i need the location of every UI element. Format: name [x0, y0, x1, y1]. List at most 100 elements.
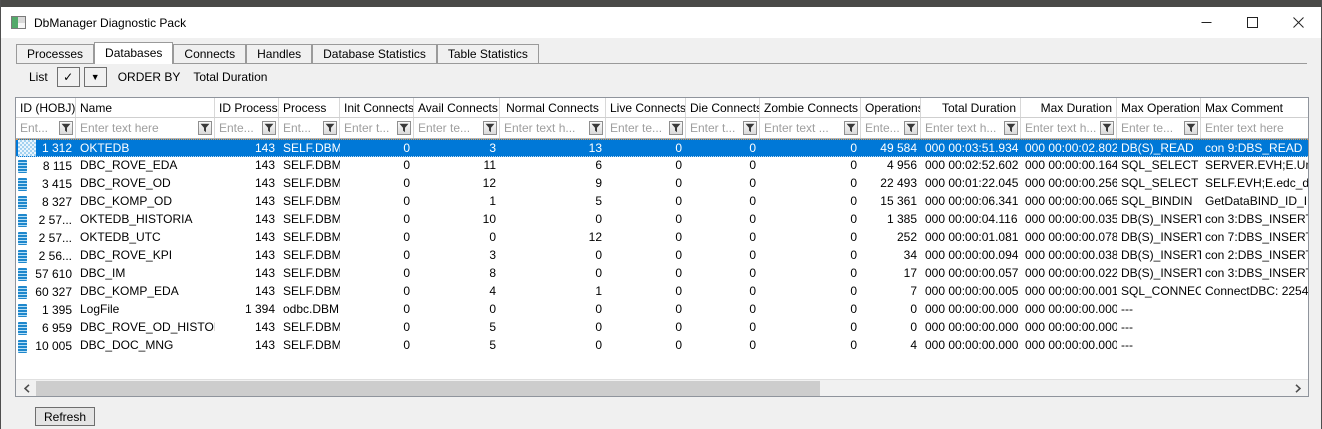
table-row[interactable]: 3 415 DBC_ROVE_OD 143 SELF.DBM 0 12 9 0 0 0 22 493… — [16, 175, 1308, 193]
column-header[interactable]: Init Connects — [340, 98, 414, 117]
filter-input[interactable]: Enter text here — [1201, 118, 1308, 138]
table-row[interactable]: 6 959DBC_ROVE_OD_HISTORIA143SELF.DBM0500… — [16, 319, 1308, 337]
refresh-button[interactable]: Refresh — [35, 407, 95, 426]
table-row[interactable]: 1 395 LogFile 1 394 odbc.DBM 0 0 0 0 0 0 0 000 00:0… — [16, 301, 1308, 319]
funnel-icon — [1006, 123, 1016, 133]
filter-input[interactable]: Enter t... — [686, 118, 760, 138]
tab-database-statistics[interactable]: Database Statistics — [312, 44, 437, 63]
scroll-left-button[interactable] — [18, 380, 35, 396]
cell: SELF.DBM — [283, 176, 340, 190]
maximize-button[interactable] — [1229, 7, 1275, 38]
horizontal-scrollbar[interactable] — [16, 379, 1308, 396]
scroll-right-button[interactable] — [1289, 380, 1306, 396]
filter-funnel-button[interactable] — [743, 121, 757, 135]
filter-funnel-button[interactable] — [1184, 121, 1198, 135]
tab-databases[interactable]: Databases — [94, 42, 174, 64]
filter-input[interactable]: Enter te... — [1117, 118, 1201, 138]
filter-input[interactable]: Enter text h... — [500, 118, 606, 138]
column-header[interactable]: Zombie Connects — [760, 98, 861, 117]
filter-funnel-button[interactable] — [904, 121, 918, 135]
filter-input[interactable]: Ent... — [279, 118, 340, 138]
list-dropdown-button[interactable]: ▼ — [83, 67, 107, 87]
cell-text: 3 415 — [41, 176, 72, 191]
cell — [1201, 337, 1308, 355]
table-row[interactable]: 57 610 DBC_IM 143 SELF.DBM 0 8 0 0 0 0 17 000 00:00… — [16, 265, 1308, 283]
cell: 13 — [588, 141, 602, 155]
filter-input[interactable]: Enter t... — [340, 118, 414, 138]
filter-placeholder: Ent... — [20, 121, 49, 135]
filter-input[interactable]: Enter te... — [414, 118, 500, 138]
column-header[interactable]: ID (HOBJ) — [16, 98, 76, 117]
cell: 143 — [254, 266, 275, 280]
table-row[interactable]: 2 56... DBC_ROVE_KPI 143 SELF.DBM 0 3 0 0 0 0 34 00… — [16, 247, 1308, 265]
column-header[interactable]: Name — [76, 98, 215, 117]
close-button[interactable] — [1275, 7, 1321, 38]
column-header[interactable]: ID Process — [215, 98, 279, 117]
cell: 252 — [896, 230, 917, 244]
list-label: List — [29, 70, 48, 84]
column-header[interactable]: Operations — [861, 98, 921, 117]
scrollbar-thumb[interactable] — [36, 381, 820, 396]
cell: SELF.DBM — [283, 212, 340, 226]
cell: 143 — [254, 141, 275, 155]
filter-funnel-button[interactable] — [59, 121, 73, 135]
filter-funnel-button[interactable] — [1004, 121, 1018, 135]
cell: 000 00:02:52.602 — [925, 158, 1019, 172]
filter-funnel-button[interactable] — [589, 121, 603, 135]
column-header[interactable]: Live Connects — [606, 98, 686, 117]
filter-funnel-button[interactable] — [397, 121, 411, 135]
table-row[interactable]: 60 327 DBC_KOMP_EDA 143 SELF.DBM 0 4 1 0 0 0 7 000 … — [16, 283, 1308, 301]
tab-connects[interactable]: Connects — [173, 44, 247, 63]
filter-funnel-button[interactable] — [844, 121, 858, 135]
minimize-button[interactable] — [1183, 7, 1229, 38]
column-header[interactable]: Max Comment — [1201, 98, 1308, 117]
filter-input[interactable]: Enter te... — [606, 118, 686, 138]
tab-processes[interactable]: Processes — [16, 44, 95, 63]
filter-input[interactable]: Enter text here — [76, 118, 215, 138]
filter-funnel-button[interactable] — [483, 121, 497, 135]
cell: 1 — [489, 194, 496, 208]
grid-filter-row: Ent... Enter text here Ente... Ent... Enter … — [16, 118, 1308, 139]
table-row[interactable]: 2 57... OKTEDB_HISTORIA 143 SELF.DBM 0 10 0 0 0 0… — [16, 211, 1308, 229]
filter-input[interactable]: Ente... — [861, 118, 921, 138]
cell: 0 — [675, 284, 682, 298]
column-header[interactable]: Die Connects — [686, 98, 760, 117]
cell: 0 — [675, 230, 682, 244]
table-row[interactable]: 8 327 DBC_KOMP_OD 143 SELF.DBM 0 1 5 0 0 0 15 361 0… — [16, 193, 1308, 211]
cell: 000 00:00:00.022 — [1025, 266, 1117, 280]
column-header[interactable]: Avail Connects — [414, 98, 500, 117]
filter-funnel-button[interactable] — [323, 121, 337, 135]
column-header[interactable]: Total Duration — [921, 98, 1021, 117]
filter-funnel-button[interactable] — [198, 121, 212, 135]
filter-input[interactable]: Ente... — [215, 118, 279, 138]
cell-text: 60 327 — [35, 284, 72, 299]
table-row[interactable]: 2 57... OKTEDB_UTC 143 SELF.DBM 0 0 12 0 0 0 252 00… — [16, 229, 1308, 247]
cell: 0 — [675, 158, 682, 172]
table-row[interactable]: 1 312 OKTEDB 143 SELF.DBM 0 3 13 0 0 0 49 584 000 0… — [16, 139, 1308, 157]
table-row[interactable]: 8 115 DBC_ROVE_EDA 143 SELF.DBM 0 11 6 0 0 0 4 956… — [16, 157, 1308, 175]
tab-table-statistics[interactable]: Table Statistics — [436, 44, 539, 63]
tab-handles[interactable]: Handles — [246, 44, 313, 63]
database-icon — [18, 339, 27, 353]
cell-text: 10 005 — [35, 338, 72, 353]
cell: 000 00:00:00.000 — [925, 320, 1019, 334]
cell: con 9:DBS_READ — [1205, 141, 1303, 155]
column-header[interactable]: Max Duration — [1021, 98, 1117, 117]
cell-text: 6 959 — [41, 320, 72, 335]
column-header[interactable]: Max Operation — [1117, 98, 1201, 117]
filter-funnel-button[interactable] — [669, 121, 683, 135]
filter-input[interactable]: Ent... — [16, 118, 76, 138]
filter-input[interactable]: Enter text h... — [921, 118, 1021, 138]
funnel-icon — [264, 123, 274, 133]
cell: 5 — [595, 194, 602, 208]
filter-input[interactable]: Enter text ... — [760, 118, 861, 138]
list-apply-button[interactable]: ✓ — [56, 67, 80, 87]
filter-input[interactable]: Enter text h... — [1021, 118, 1117, 138]
selected-row-marker — [18, 140, 36, 156]
filter-funnel-button[interactable] — [1100, 121, 1114, 135]
table-row[interactable]: 10 005 DBC_DOC_MNG 143 SELF.DBM 0 5 0 0 0 0 4 000 0… — [16, 337, 1308, 355]
filter-funnel-button[interactable] — [262, 121, 276, 135]
cell: 0 — [749, 158, 756, 172]
column-header[interactable]: Process — [279, 98, 340, 117]
column-header[interactable]: Normal Connects — [500, 98, 606, 117]
